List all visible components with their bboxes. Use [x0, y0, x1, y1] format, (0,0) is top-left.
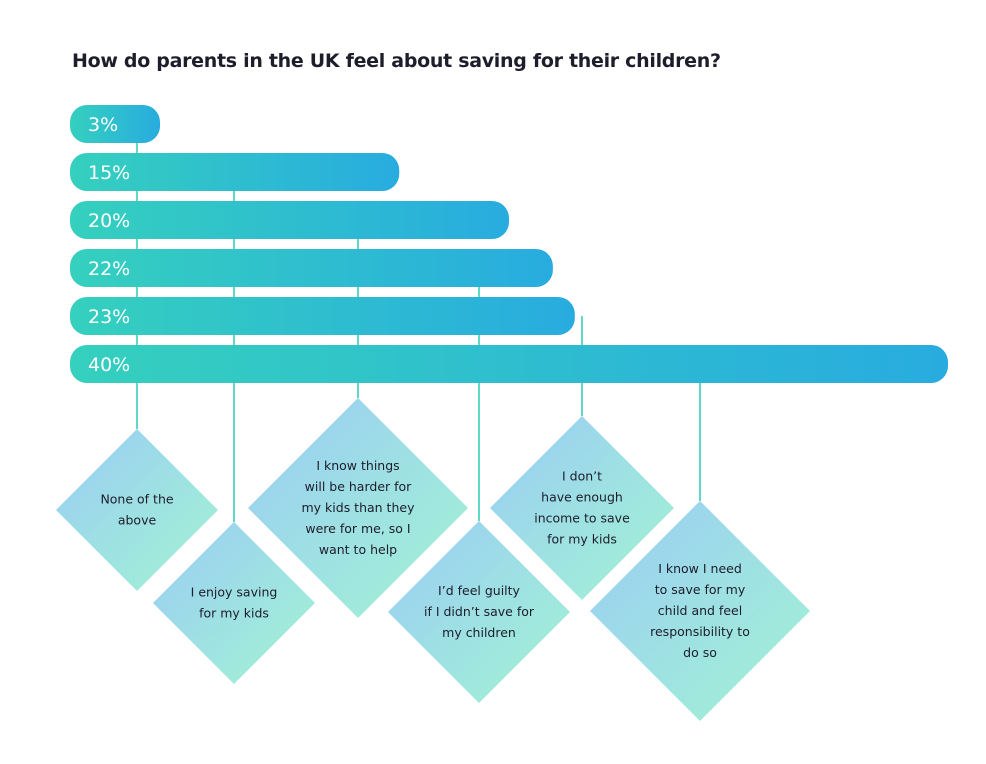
category-label-line: I’d feel guilty [438, 583, 520, 598]
bar [70, 345, 948, 383]
category-label-line: I enjoy saving [191, 585, 278, 600]
category-label-line: above [118, 513, 157, 528]
category-label-line: do so [683, 645, 717, 660]
category-diamond [490, 416, 674, 600]
bar-value-label: 22% [88, 258, 130, 280]
bar-value-label: 15% [88, 162, 130, 184]
category-label-line: responsibility to [650, 624, 750, 639]
bar-value-label: 40% [88, 354, 130, 376]
category-diamond [248, 398, 468, 618]
category-label-line: for my kids [547, 532, 617, 547]
category-diamond [388, 521, 570, 703]
bar [70, 297, 575, 335]
category-diamond [56, 429, 218, 591]
category-label-line: income to save [534, 511, 630, 526]
category-label-line: I know I need [658, 561, 742, 576]
category-label-line: my kids than they [302, 500, 416, 515]
bar [70, 105, 160, 143]
bar-value-label: 23% [88, 306, 130, 328]
category-label-line: will be harder for [305, 479, 413, 494]
category-label-line: if I didn’t save for [424, 604, 535, 619]
bar-value-label: 20% [88, 210, 130, 232]
category-label-line: were for me, so I [305, 521, 410, 536]
category-label-line: I don’t [562, 469, 602, 484]
category-label-line: want to help [319, 542, 397, 557]
category-diamond [590, 501, 810, 721]
bar [70, 153, 400, 191]
category-label-line: my children [442, 625, 516, 640]
bar [70, 201, 509, 239]
bar-value-label: 3% [88, 114, 118, 136]
category-label-line: child and feel [658, 603, 742, 618]
category-label-line: None of the [100, 492, 173, 507]
category-diamond [153, 522, 315, 684]
category-label-line: for my kids [199, 606, 269, 621]
category-label-line: I know things [316, 458, 399, 473]
bar [70, 249, 553, 287]
category-label-line: have enough [541, 490, 623, 505]
category-label-line: to save for my [655, 582, 746, 597]
chart-title: How do parents in the UK feel about savi… [72, 50, 721, 72]
